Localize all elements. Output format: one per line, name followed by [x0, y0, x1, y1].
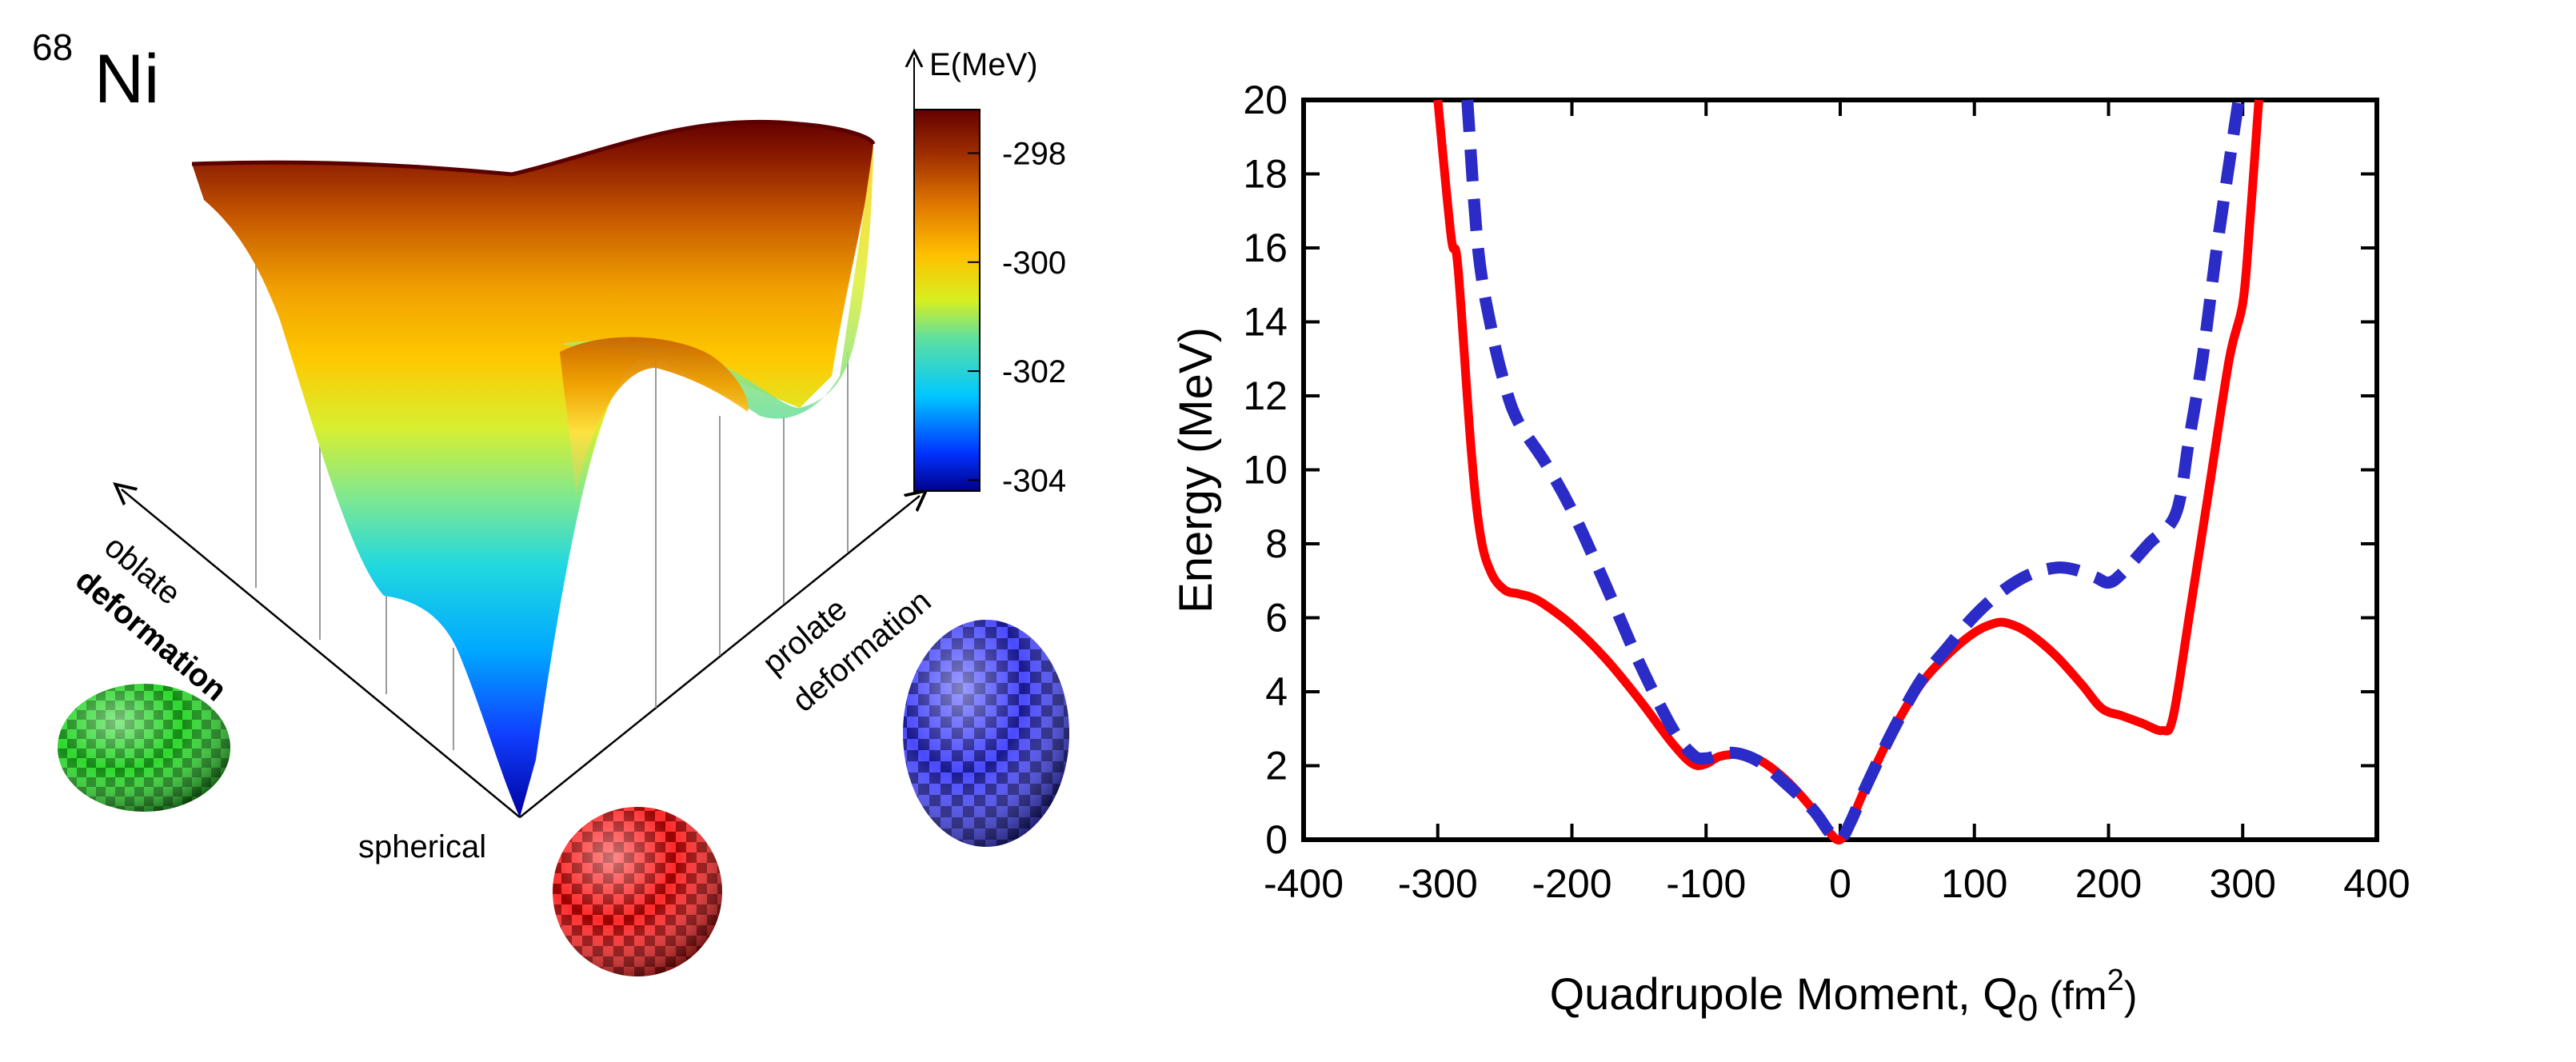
potential-energy-surface-panel: 68 Ni E(MeV) -298 -300 -302 -3	[0, 0, 1120, 1058]
x-tick-label: -200	[1532, 861, 1611, 906]
y-axis-ticks: 0 2 4 6 8 10 12 14 16 18 20	[1243, 78, 2377, 862]
x-axis-label-unit-sup: 2	[2107, 964, 2124, 997]
x-axis-ticks: -400 -300 -200 -100 0 100 200 300 400	[1264, 100, 2410, 906]
x-tick-label: 200	[2075, 861, 2142, 906]
nucleus-symbol: Ni	[94, 41, 159, 118]
y-tick-label: 4	[1265, 669, 1288, 714]
prolate-axis-arrow	[519, 496, 920, 818]
y-tick-label: 10	[1243, 448, 1288, 493]
y-tick-label: 20	[1243, 78, 1288, 122]
x-tick-label: 400	[2343, 861, 2410, 906]
energy-curve-panel: -400 -300 -200 -100 0 100 200 300 400 0 2 4 6 8 10 12 1…	[1104, 0, 2576, 1058]
surface-ridge	[560, 337, 749, 496]
sphere	[553, 807, 722, 976]
series-line-red-solid	[1433, 99, 2263, 844]
series-layer	[1433, 98, 2263, 846]
colorbar-tick-label: -298	[1002, 137, 1066, 172]
y-tick-label: 2	[1265, 744, 1288, 789]
y-tick-label: 18	[1243, 152, 1288, 197]
x-tick-label: -100	[1666, 861, 1746, 906]
x-tick-label: 300	[2210, 861, 2276, 906]
series-line-blue-dashed	[1461, 98, 2245, 846]
x-axis-label-subscript: 0	[2018, 987, 2039, 1028]
x-axis-label-main: Quadrupole Moment, Q	[1550, 968, 2018, 1019]
y-tick-label: 14	[1243, 300, 1288, 345]
y-tick-label: 12	[1243, 373, 1288, 418]
x-axis-label-unit-close: )	[2124, 973, 2138, 1018]
nucleus-mass-number: 68	[32, 26, 73, 68]
oblate-axis-arrow	[122, 489, 521, 818]
colorbar-tick-label: -304	[1002, 463, 1066, 498]
x-tick-label: -300	[1398, 861, 1478, 906]
energy-chart: -400 -300 -200 -100 0 100 200 300 400 0246810121…	[1170, 78, 2410, 1028]
surface-oblate-sheet	[192, 122, 873, 818]
colorbar-tick-label: -300	[1002, 246, 1066, 281]
surface-top-edge	[191, 119, 876, 177]
x-tick-label: 0	[1829, 861, 1851, 906]
y-axis-label: Energy (MeV)	[1170, 327, 1222, 613]
colorbar-bar	[913, 109, 980, 492]
spherical-label: spherical	[358, 829, 486, 864]
colorbar-title: E(MeV)	[929, 47, 1038, 82]
energy-surface	[191, 119, 876, 818]
potential-energy-surface: 68 Ni E(MeV) -298-300-302-3	[32, 26, 1069, 976]
x-tick-label: -400	[1264, 861, 1344, 906]
y-tick-label: 8	[1265, 521, 1288, 566]
x-axis-label-unit: (fm	[2049, 973, 2107, 1018]
oblate-spheroid	[58, 684, 230, 812]
colorbar: E(MeV) -298 -300 -302 -304	[914, 47, 1066, 498]
x-tick-label: 100	[1941, 861, 2007, 906]
x-axis-label: Quadrupole Moment, Q0 (fm2)	[1550, 964, 2138, 1028]
y-tick-label: 6	[1265, 596, 1288, 641]
y-tick-label: 0	[1265, 817, 1288, 862]
prolate-spheroid	[903, 620, 1069, 847]
y-tick-label: 16	[1243, 226, 1288, 270]
colorbar-tick-label: -302	[1002, 354, 1066, 389]
